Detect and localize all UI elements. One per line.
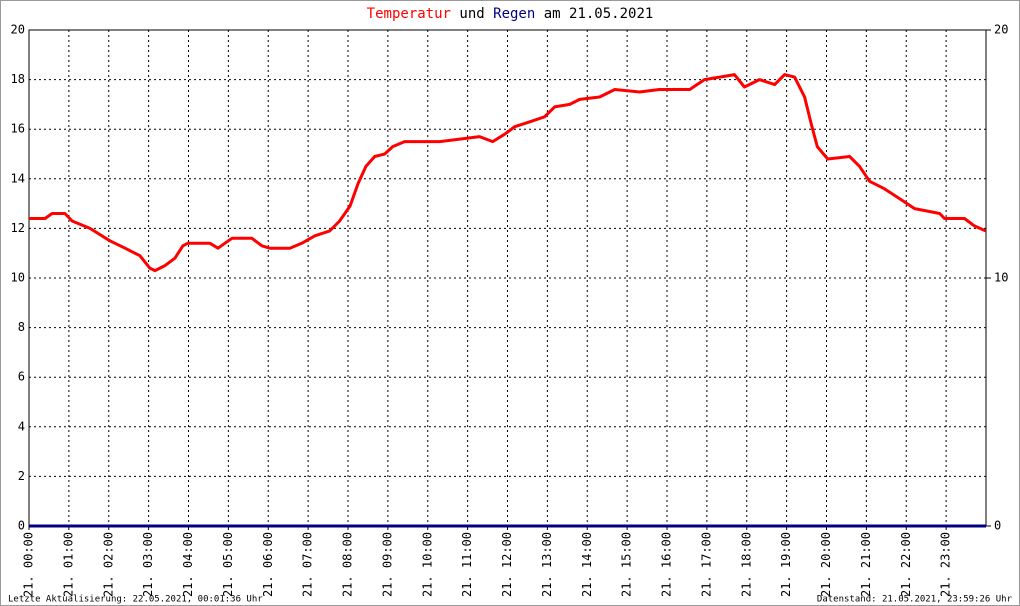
x-tick-label: 21. 02:00 <box>101 532 115 597</box>
x-tick-label: 21. 16:00 <box>660 532 674 597</box>
y2-tick-label: 0 <box>994 519 1001 533</box>
x-tick-label: 21. 04:00 <box>181 532 195 597</box>
footer-left: Letzte Aktualisierung: 22.05.2021, 00:01… <box>8 595 263 605</box>
x-tick-label: 21. 15:00 <box>620 532 634 597</box>
x-tick-label: 21. 20:00 <box>819 532 833 597</box>
x-tick-label: 21. 17:00 <box>699 532 713 597</box>
x-tick-label: 21. 03:00 <box>141 532 155 597</box>
series-line <box>29 73 987 273</box>
title-part: am 21.05.2021 <box>544 6 654 22</box>
x-tick-label: 21. 07:00 <box>301 532 315 597</box>
title-part: und <box>459 6 484 22</box>
y-tick-label: 20 <box>11 23 25 37</box>
y-tick-label: 0 <box>18 519 25 533</box>
x-tick-label: 21. 18:00 <box>739 532 753 597</box>
x-tick-label: 21. 23:00 <box>939 532 953 597</box>
y-tick-label: 14 <box>11 171 25 185</box>
x-tick-label: 21. 00:00 <box>22 532 36 597</box>
x-tick-label: 21. 10:00 <box>420 532 434 597</box>
y-tick-label: 10 <box>11 271 25 285</box>
y2-tick-label: 20 <box>994 23 1008 37</box>
y-tick-label: 16 <box>11 122 25 136</box>
x-tick-label: 21. 01:00 <box>61 532 75 597</box>
x-tick-label: 21. 19:00 <box>779 532 793 597</box>
x-tick-label: 21. 14:00 <box>580 532 594 597</box>
y-tick-label: 12 <box>11 221 25 235</box>
x-tick-label: 21. 09:00 <box>380 532 394 597</box>
y-tick-label: 8 <box>18 320 25 334</box>
y-tick-label: 18 <box>11 72 25 86</box>
x-tick-label: 21. 05:00 <box>221 532 235 597</box>
x-tick-label: 21. 11:00 <box>460 532 474 597</box>
x-tick-label: 21. 08:00 <box>341 532 355 597</box>
x-tick-label: 21. 21:00 <box>859 532 873 597</box>
y-tick-label: 6 <box>18 370 25 384</box>
footer-right: Datenstand: 21.05.2021, 23:59:26 Uhr <box>817 595 1013 605</box>
chart-title: Temperatur und Regen am 21.05.2021 <box>367 6 654 22</box>
title-part: Temperatur <box>367 6 451 22</box>
x-tick-label: 21. 13:00 <box>540 532 554 597</box>
y2-tick-label: 10 <box>994 271 1008 285</box>
x-tick-label: 21. 22:00 <box>899 532 913 597</box>
y-tick-label: 4 <box>18 419 25 433</box>
title-part: Regen <box>493 6 535 22</box>
x-tick-label: 21. 12:00 <box>500 532 514 597</box>
y-tick-label: 2 <box>18 469 25 483</box>
x-tick-label: 21. 06:00 <box>261 532 275 597</box>
